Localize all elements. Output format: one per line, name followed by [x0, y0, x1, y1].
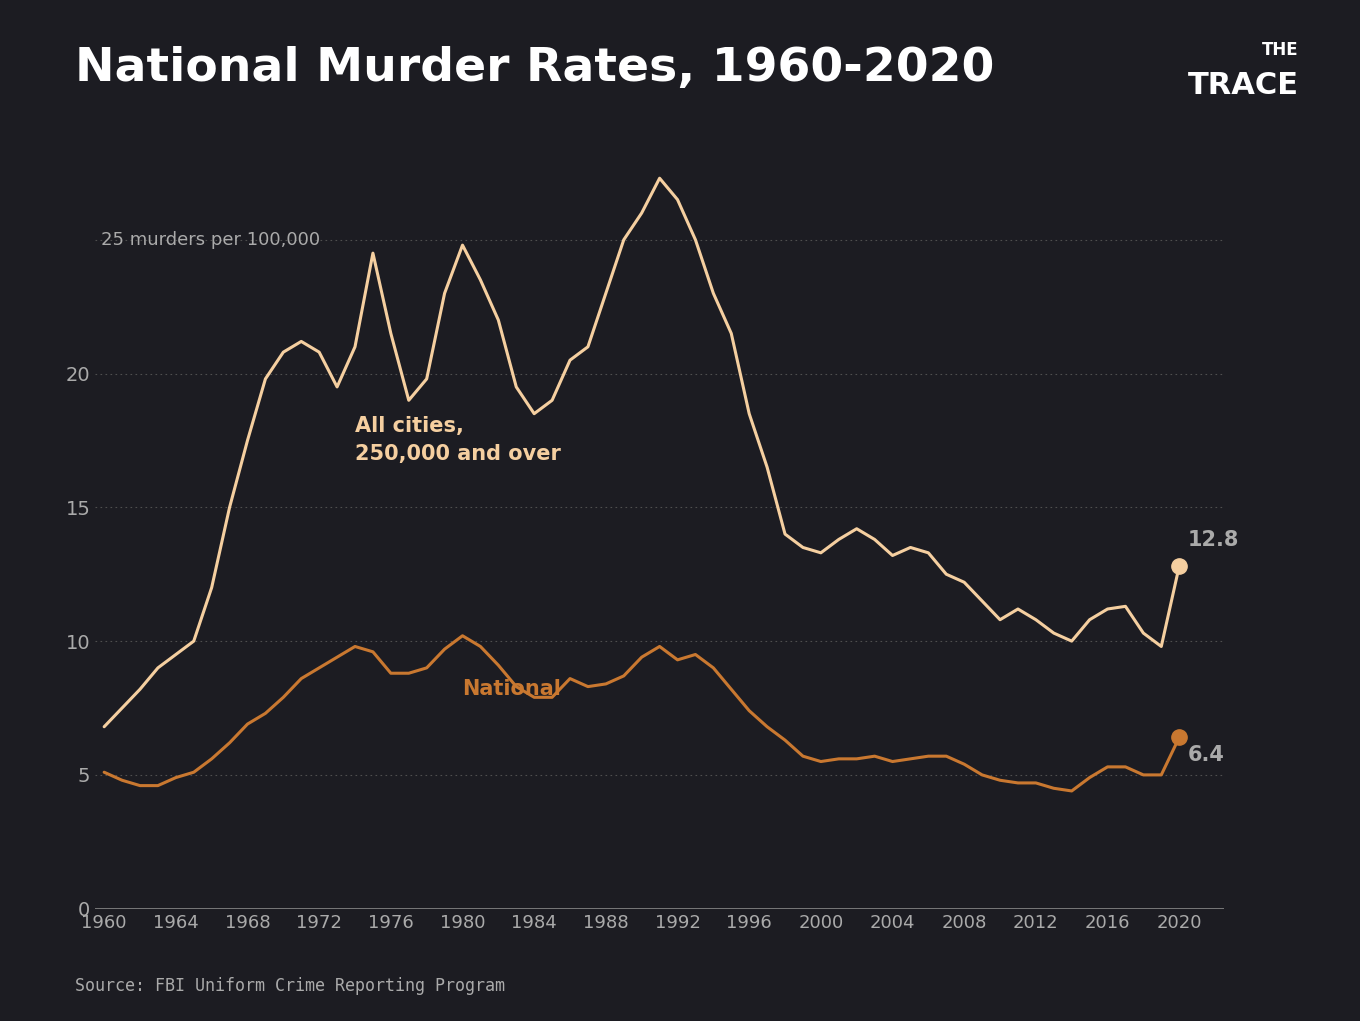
Text: 25 murders per 100,000: 25 murders per 100,000 — [101, 231, 320, 249]
Text: 6.4: 6.4 — [1189, 745, 1225, 766]
Text: Source: FBI Uniform Crime Reporting Program: Source: FBI Uniform Crime Reporting Prog… — [75, 977, 505, 995]
Text: National: National — [462, 679, 562, 699]
Text: THE: THE — [1262, 41, 1299, 59]
Text: All cities,
250,000 and over: All cities, 250,000 and over — [355, 417, 560, 465]
Text: 12.8: 12.8 — [1189, 530, 1239, 550]
Text: TRACE: TRACE — [1187, 71, 1299, 100]
Text: National Murder Rates, 1960-2020: National Murder Rates, 1960-2020 — [75, 46, 994, 91]
